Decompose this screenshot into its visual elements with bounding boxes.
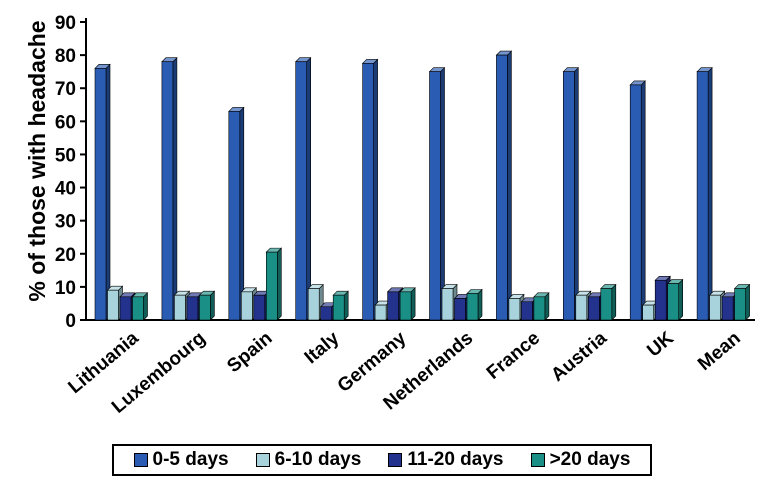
bar <box>642 304 655 321</box>
bar <box>228 111 241 321</box>
bar <box>186 296 199 321</box>
bar <box>320 306 333 321</box>
legend-label: 11-20 days <box>407 449 504 470</box>
bar <box>575 294 588 321</box>
y-tick-label: 30 <box>55 212 76 233</box>
y-axis-title: % of those with headache <box>24 20 50 301</box>
legend-item-0-5-days: 0-5 days <box>133 449 229 471</box>
bar <box>533 296 546 321</box>
y-tick-label: 60 <box>55 112 76 133</box>
bar <box>600 288 613 321</box>
x-tick-label: UK <box>643 328 678 362</box>
bar <box>654 279 667 321</box>
y-tick-label: 20 <box>55 245 76 266</box>
bar <box>709 294 721 321</box>
bar <box>161 61 174 321</box>
bar <box>441 288 454 321</box>
bar <box>466 293 479 321</box>
bar-side <box>440 66 445 321</box>
bar <box>199 294 211 321</box>
bar-side <box>507 50 512 321</box>
legend-item-6-10-days: 6-10 days <box>255 449 362 471</box>
bar <box>587 296 600 321</box>
bar-side <box>611 283 617 321</box>
bar-side <box>477 288 483 321</box>
bar-side <box>143 292 148 321</box>
legend-swatch-6-10-days <box>255 453 270 467</box>
bar <box>374 304 387 321</box>
legend-label: >20 days <box>549 449 631 470</box>
legend-swatch-over-20-days <box>530 453 545 467</box>
x-tick-label: Mean <box>694 328 745 375</box>
bar-side <box>573 66 579 321</box>
bar <box>132 296 144 321</box>
x-tick-label: Italy <box>301 327 344 368</box>
bar <box>332 294 345 321</box>
bar <box>362 63 374 321</box>
bar <box>667 283 680 321</box>
bar-side <box>306 57 312 321</box>
bar-side <box>707 66 713 321</box>
bar <box>454 298 466 321</box>
bar <box>496 54 508 321</box>
bar <box>721 296 734 321</box>
x-tick-label: Spain <box>223 328 276 377</box>
bar-side <box>373 58 378 321</box>
bar <box>696 71 709 321</box>
bar <box>387 291 399 321</box>
bar-side <box>640 80 646 321</box>
bar <box>521 301 533 321</box>
legend-item-11-20-days: 11-20 days <box>388 449 504 471</box>
legend-swatch-0-5-days <box>133 453 148 467</box>
bar <box>629 84 642 321</box>
bar-side <box>678 278 684 321</box>
bar-side <box>239 106 245 321</box>
bar <box>174 294 186 321</box>
y-tick-label: 10 <box>55 278 76 299</box>
bar <box>399 291 412 321</box>
legend-label: 6-10 days <box>274 449 362 470</box>
y-tick-label: 50 <box>55 145 76 166</box>
y-tick-label: 0 <box>65 311 76 332</box>
legend-item-over-20-days: >20 days <box>530 449 631 471</box>
bar <box>119 296 132 321</box>
bar-side <box>410 287 416 321</box>
bar <box>429 71 441 321</box>
bar-side <box>745 283 750 321</box>
x-tick-label: France <box>483 328 544 384</box>
bar <box>94 68 107 321</box>
legend-label: 0-5 days <box>152 449 229 470</box>
legend: 0-5 days 6-10 days 11-20 days >20 days <box>112 444 652 476</box>
bar <box>241 291 253 321</box>
bar-side <box>276 247 282 321</box>
bar <box>508 298 521 321</box>
bar <box>307 288 320 321</box>
x-tick-label: Austria <box>547 327 611 385</box>
y-tick-label: 90 <box>55 13 76 34</box>
bar-side <box>105 63 111 321</box>
y-tick-label: 80 <box>55 46 76 67</box>
bar <box>734 288 746 321</box>
legend-swatch-11-20-days <box>388 453 403 467</box>
bar <box>253 294 266 321</box>
bar-side <box>343 290 349 321</box>
bar <box>107 289 119 321</box>
bar <box>265 251 278 321</box>
y-tick-label: 70 <box>55 79 76 100</box>
bar-side <box>172 57 178 321</box>
bar-side <box>544 292 550 321</box>
bar <box>295 61 308 321</box>
bar <box>562 71 575 321</box>
bar-side <box>210 290 215 321</box>
y-tick-label: 40 <box>55 179 76 200</box>
